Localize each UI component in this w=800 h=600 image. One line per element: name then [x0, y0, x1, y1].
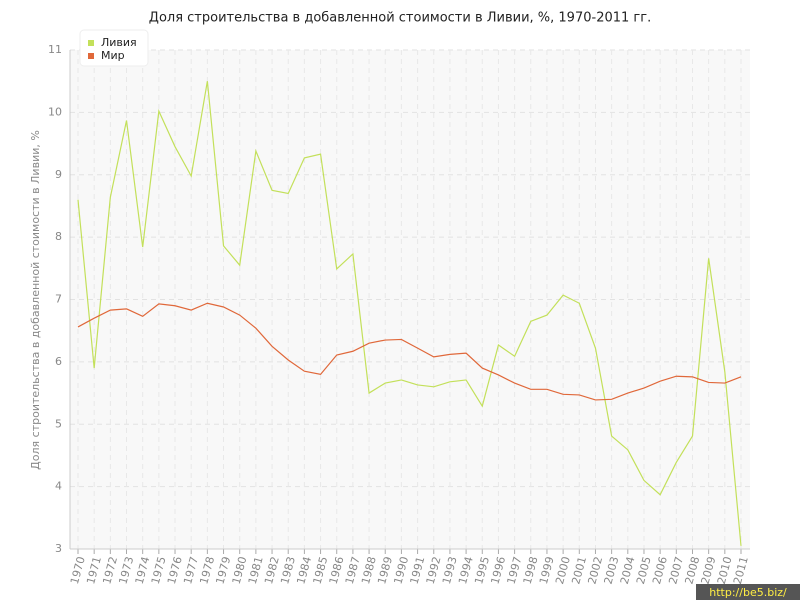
legend-label: Мир — [101, 49, 125, 62]
y-tick-label: 10 — [48, 105, 62, 118]
legend-box — [79, 29, 149, 67]
y-tick-label: 11 — [48, 43, 62, 56]
legend-label: Ливия — [101, 36, 137, 49]
y-tick-label: 4 — [55, 480, 62, 493]
y-tick-label: 8 — [55, 230, 62, 243]
chart-title: Доля строительства в добавленной стоимос… — [149, 11, 651, 26]
y-axis-label: Доля строительства в добавленной стоимос… — [29, 130, 42, 470]
series-line — [77, 302, 742, 401]
y-tick-label: 3 — [55, 542, 62, 555]
watermark: http://be5.biz/ — [709, 586, 787, 599]
legend-swatch — [88, 40, 94, 46]
y-tick-label: 6 — [55, 355, 62, 368]
y-tick-label: 5 — [55, 417, 62, 430]
y-tick-label: 7 — [55, 293, 62, 306]
y-tick-label: 9 — [55, 168, 62, 181]
legend-swatch — [88, 53, 94, 59]
watermark-bg — [696, 584, 800, 600]
series-line — [77, 81, 742, 546]
